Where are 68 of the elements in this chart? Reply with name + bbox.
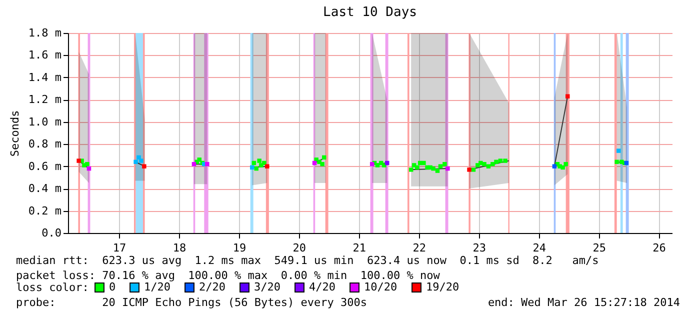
point xyxy=(85,162,90,166)
point xyxy=(422,160,426,166)
point xyxy=(614,160,619,164)
point xyxy=(375,163,380,168)
point xyxy=(482,162,486,166)
point xyxy=(442,162,447,166)
y-tick-label: 1.2 m xyxy=(28,93,62,106)
point xyxy=(257,158,262,163)
x-tick-label: 21 xyxy=(352,242,366,254)
y-axis-title: Seconds xyxy=(8,110,22,157)
point xyxy=(205,162,210,166)
legend-title: loss color: xyxy=(16,281,89,294)
y-tick-label: 0.2 m xyxy=(28,204,62,218)
point xyxy=(564,162,568,166)
point xyxy=(254,166,258,171)
point xyxy=(438,164,443,168)
x-tick-label: 20 xyxy=(292,242,306,254)
y-tick-label: 0.0 xyxy=(42,226,62,240)
chart-title: Last 10 Days xyxy=(323,5,417,20)
legend-label: 4/20 xyxy=(309,280,336,294)
point xyxy=(76,158,81,163)
y-tick-label: 1.8 m xyxy=(28,26,62,40)
x-tick-label: 23 xyxy=(472,242,486,254)
y-tick-label: 0.4 m xyxy=(28,182,62,196)
y-tick-label: 1.4 m xyxy=(28,70,62,84)
point xyxy=(408,168,414,172)
point xyxy=(134,160,138,164)
text: end: Wed Mar 26 15:27:18 2014 xyxy=(488,296,680,309)
point xyxy=(142,164,146,168)
point xyxy=(320,162,324,166)
point xyxy=(435,168,440,173)
y-tick-label: 1.6 m xyxy=(28,48,62,62)
text: probe: 20 ICMP Echo Pings (56 Bytes) every 300s xyxy=(16,296,367,309)
x-tick-label: 22 xyxy=(412,242,426,254)
legend-label: 0 xyxy=(109,280,116,294)
y-tick-label: 1.0 m xyxy=(28,115,62,128)
legend-label: 10/20 xyxy=(364,280,398,294)
point xyxy=(446,166,450,171)
point xyxy=(139,158,144,163)
point xyxy=(431,166,436,171)
x-tick-label: 18 xyxy=(172,242,186,254)
x-tick-label: 25 xyxy=(592,242,606,254)
text: packet loss: 70.16 % avg 100.00 % max 0.00 % min 100.00 % now xyxy=(16,269,440,282)
point xyxy=(197,158,202,162)
legend-label: 2/20 xyxy=(199,280,226,294)
legend-label: 19/20 xyxy=(426,280,460,294)
x-tick-label: 17 xyxy=(112,242,126,254)
legend-label: 1/20 xyxy=(144,280,170,294)
x-tick-label: 26 xyxy=(652,242,666,254)
legend-label: 3/20 xyxy=(254,280,280,294)
point xyxy=(494,160,498,164)
point xyxy=(265,164,270,168)
point xyxy=(566,94,570,98)
point xyxy=(467,168,472,172)
x-tick-label: 19 xyxy=(232,242,246,254)
point xyxy=(560,165,565,170)
x-tick-label: 24 xyxy=(532,242,546,254)
point xyxy=(471,168,476,172)
point xyxy=(262,160,266,166)
y-tick-label: 0.6 m xyxy=(28,160,62,173)
y-tick-label: 0.8 m xyxy=(28,138,62,151)
point xyxy=(552,164,557,168)
point xyxy=(616,148,621,153)
point xyxy=(250,165,254,170)
point xyxy=(498,158,503,163)
point xyxy=(486,164,491,168)
point xyxy=(503,158,508,163)
text: median rtt: 623.3 us avg 1.2 ms max 549.1 us min 623.4 us now 0.1 ms sd 8.2 am/s xyxy=(16,254,599,267)
